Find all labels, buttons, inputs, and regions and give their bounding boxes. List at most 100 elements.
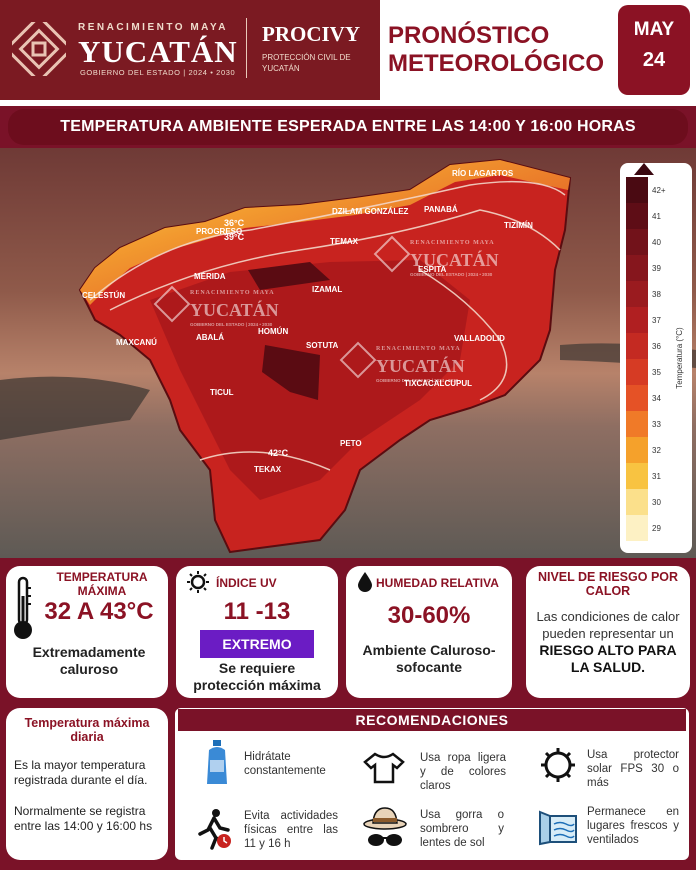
svg-text:GOBIERNO DEL ESTADO | 2024 • 2: GOBIERNO DEL ESTADO | 2024 • 2030 <box>376 378 459 383</box>
svg-text:GOBIERNO DEL ESTADO | 2024 • 2: GOBIERNO DEL ESTADO | 2024 • 2030 <box>410 272 493 277</box>
isotherm-label: 42°C <box>268 448 289 458</box>
card-humidity: HUMEDAD RELATIVA 30-60% Ambiente Caluros… <box>346 566 512 698</box>
watermark-logo: RENACIMIENTO MAYA YUCATÁN GOBIERNO DEL E… <box>339 341 465 383</box>
date-month: MAY <box>633 19 675 40</box>
scale-swatch <box>626 385 648 411</box>
coastal-band <box>80 160 570 305</box>
humidity-desc: Ambiente Caluroso-sofocante <box>362 642 496 675</box>
svg-text:RENACIMIENTO MAYA: RENACIMIENTO MAYA <box>190 290 275 296</box>
scale-swatch <box>626 437 648 463</box>
scale-swatch <box>626 359 648 385</box>
isotherm-lines <box>89 180 566 471</box>
map-svg: 36°C 39°C 42°C RÍO LAGARTOS DZILAM GONZÁ… <box>0 158 696 554</box>
card-risk: NIVEL DE RIESGO POR CALOR Las condicione… <box>526 566 690 698</box>
rec-hat: Usa gorra o sombrero y lentes de sol <box>420 809 504 849</box>
date-day: 24 <box>642 49 666 71</box>
place-label: TEMAX <box>330 237 359 246</box>
land-silhouette <box>0 376 150 440</box>
scale-label: 32 <box>652 446 661 455</box>
watermark-group: RENACIMIENTO MAYA YUCATÁN GOBIERNO DEL E… <box>153 235 499 383</box>
scale-swatch <box>626 333 648 359</box>
svg-text:RENACIMIENTO MAYA: RENACIMIENTO MAYA <box>376 346 461 352</box>
place-label: PROGRESO <box>196 227 242 236</box>
banner-title: TEMPERATURA AMBIENTE ESPERADA ENTRE LAS … <box>8 109 688 145</box>
uv-badge-wrap: EXTREMO <box>176 624 338 658</box>
isotherm-label: 36°C <box>224 218 245 228</box>
temperature-value: 32 A 43°C <box>44 598 154 625</box>
isotherm-label: 39°C <box>224 232 245 242</box>
hottest-zone <box>248 262 330 290</box>
rec-sunscreen: Usa protector solar FPS 30 o más <box>587 749 679 789</box>
water-drop-icon <box>358 572 372 592</box>
place-label: IZAMAL <box>312 285 342 294</box>
humidity-title: HUMEDAD RELATIVA <box>376 576 499 590</box>
place-label: PETO <box>340 439 362 448</box>
place-label: RÍO LAGARTOS <box>452 169 514 178</box>
card-uv: ÍNDICE UV 11 -13 EXTREMO Se requiere pro… <box>176 566 338 698</box>
place-label: ABALÁ <box>196 333 224 342</box>
scale-label: 40 <box>652 238 661 247</box>
place-label: TIXCACALCUPUL <box>404 379 472 388</box>
government-branding: RENACIMIENTO MAYA YUCATÁN GOBIERNO DEL E… <box>0 0 380 100</box>
place-label: TIZIMÍN <box>504 221 533 230</box>
scale-swatch <box>626 255 648 281</box>
scale-swatch <box>626 177 648 203</box>
agency-name: PROCIVY <box>262 22 360 46</box>
scale-swatch <box>626 489 648 515</box>
hottest-zone <box>262 345 320 400</box>
org-name: YUCATÁN <box>78 34 238 69</box>
scale-label: 39 <box>652 264 661 273</box>
place-label: TICUL <box>210 388 234 397</box>
scale-swatch <box>626 229 648 255</box>
place-label: TEKAX <box>254 465 282 474</box>
svg-text:RENACIMIENTO MAYA: RENACIMIENTO MAYA <box>410 240 495 246</box>
daily-max-title: Temperatura máxima diaria <box>24 716 150 744</box>
rec-ventilated: Permanece en lugares frescos y ventilado… <box>587 806 679 846</box>
place-label: ESPITA <box>418 265 447 274</box>
window-icon <box>539 810 577 846</box>
watermark-logo: RENACIMIENTO MAYA YUCATÁN GOBIERNO DEL E… <box>373 235 499 277</box>
divider <box>246 18 247 78</box>
uv-value: 11 -13 <box>223 598 291 625</box>
scale-label: 37 <box>652 316 661 325</box>
hat-sunglasses-icon <box>363 807 407 846</box>
watermark-logo: RENACIMIENTO MAYA YUCATÁN GOBIERNO DEL E… <box>153 285 279 327</box>
sun-icon <box>187 571 209 593</box>
risk-desc-text: Las condiciones de calor pueden represen… <box>536 609 680 641</box>
org-top: RENACIMIENTO MAYA <box>78 22 228 33</box>
svg-text:GOBIERNO DEL ESTADO | 2024 • 2: GOBIERNO DEL ESTADO | 2024 • 2030 <box>190 322 273 327</box>
header: RENACIMIENTO MAYA YUCATÁN GOBIERNO DEL E… <box>0 0 696 106</box>
scale-label: 31 <box>652 472 661 481</box>
sun-icon <box>541 748 575 782</box>
place-label: HOMÚN <box>258 327 288 336</box>
title-line-2: METEOROLÓGICO <box>388 50 604 77</box>
uv-level-badge: EXTREMO <box>200 630 314 658</box>
place-label: CELESTÚN <box>82 291 125 300</box>
thermometer-icon <box>14 576 32 639</box>
place-label: PANABÁ <box>424 205 458 214</box>
scale-label: 41 <box>652 212 661 221</box>
humidity-value: 30-60% <box>387 602 471 629</box>
uv-desc: Se requiere protección máxima <box>193 660 321 693</box>
scale-label: 34 <box>652 394 661 403</box>
risk-desc-bold: RIESGO ALTO PARA LA SALUD. <box>539 642 677 675</box>
scale-label: 33 <box>652 420 661 429</box>
svg-text:YUCATÁN: YUCATÁN <box>410 249 499 270</box>
scale-swatch <box>626 411 648 437</box>
place-label: VALLADOLID <box>454 334 505 343</box>
scale-label: 35 <box>652 368 661 377</box>
scale-swatch <box>626 515 648 541</box>
scale-title: Temperatura (°C) <box>675 327 684 389</box>
date-badge: MAY 24 <box>618 5 690 95</box>
rec-clothing: Usa ropa ligera y de colores claros <box>420 752 506 792</box>
place-label: SOTUTA <box>306 341 339 350</box>
page-title: PRONÓSTICO METEOROLÓGICO <box>388 22 604 78</box>
scale-label: 30 <box>652 498 661 507</box>
scale-swatch <box>626 203 648 229</box>
rec-avoid-activity: Evita actividades físicas entre las 11 y… <box>244 810 338 850</box>
risk-title: NIVEL DE RIESGO POR CALOR <box>537 570 679 598</box>
scale-swatch <box>626 281 648 307</box>
place-label: DZILAM GONZÁLEZ <box>332 207 409 216</box>
temperature-title: TEMPERATURA MÁXIMA <box>56 570 148 598</box>
daily-max-text-1: Es la mayor temperatura registrada duran… <box>14 758 148 787</box>
